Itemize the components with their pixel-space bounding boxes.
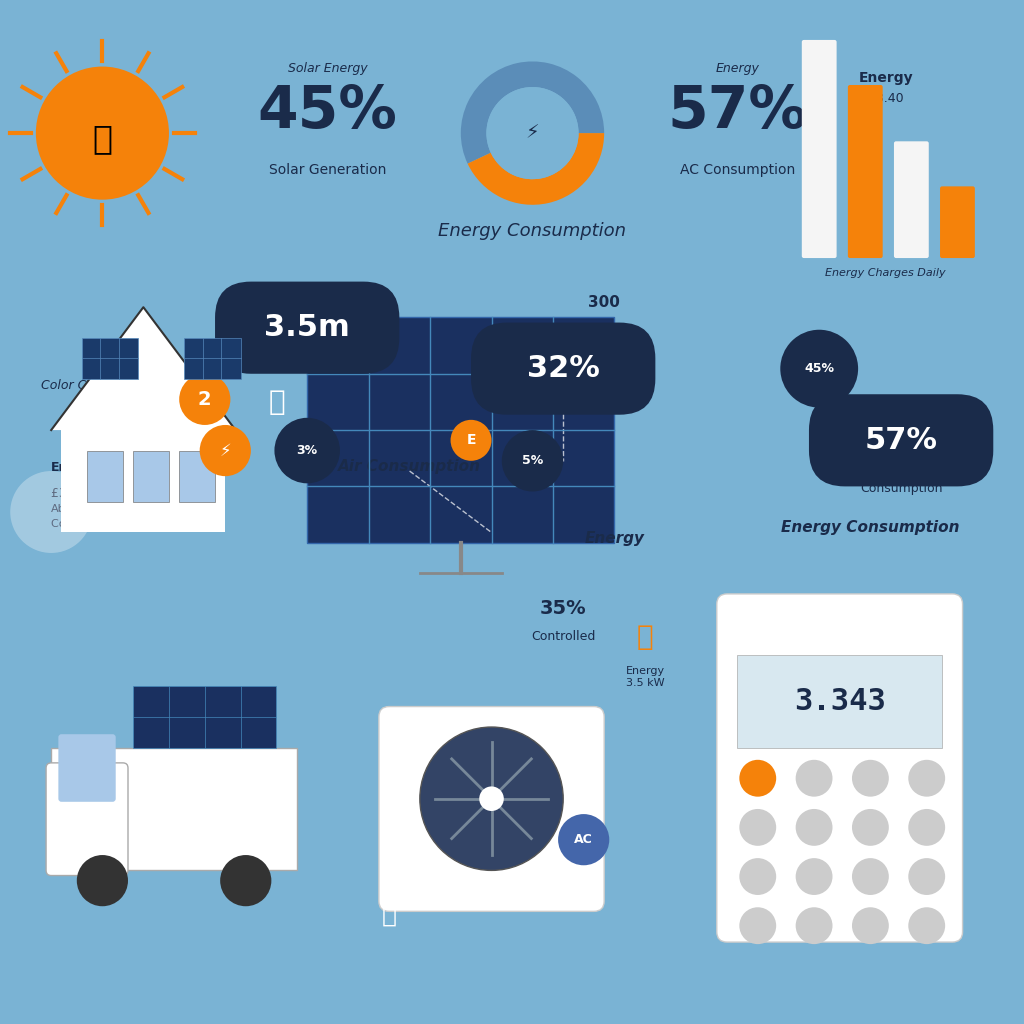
- FancyBboxPatch shape: [848, 85, 883, 258]
- Circle shape: [780, 330, 858, 408]
- Circle shape: [852, 809, 889, 846]
- Circle shape: [908, 858, 945, 895]
- Wedge shape: [468, 133, 604, 205]
- Text: Energy
Consumption: Energy Consumption: [860, 467, 942, 495]
- FancyBboxPatch shape: [379, 707, 604, 911]
- Text: Energy Consumption: Energy Consumption: [438, 221, 627, 240]
- Circle shape: [739, 858, 776, 895]
- Text: Energy Charges Daily: Energy Charges Daily: [825, 268, 946, 279]
- Circle shape: [908, 907, 945, 944]
- Text: ⚡: ⚡: [219, 441, 231, 460]
- FancyBboxPatch shape: [940, 186, 975, 258]
- Text: Absolute: Absolute: [51, 504, 99, 514]
- Text: 2: 2: [198, 390, 212, 409]
- Text: AC: AC: [574, 834, 593, 846]
- FancyBboxPatch shape: [179, 451, 215, 502]
- Text: £3 Daily: £3 Daily: [51, 486, 102, 500]
- FancyBboxPatch shape: [717, 594, 963, 942]
- FancyBboxPatch shape: [61, 430, 225, 532]
- FancyBboxPatch shape: [58, 734, 116, 802]
- FancyBboxPatch shape: [133, 451, 169, 502]
- Circle shape: [852, 907, 889, 944]
- FancyBboxPatch shape: [87, 451, 123, 502]
- Text: ⚡: ⚡: [525, 124, 540, 142]
- Text: 3.5m: 3.5m: [264, 313, 350, 342]
- FancyBboxPatch shape: [809, 394, 993, 486]
- FancyBboxPatch shape: [51, 748, 297, 870]
- FancyBboxPatch shape: [82, 338, 138, 379]
- Circle shape: [502, 430, 563, 492]
- Text: 🌡: 🌡: [637, 624, 653, 651]
- Circle shape: [852, 760, 889, 797]
- Text: 🚶: 🚶: [268, 388, 285, 416]
- FancyBboxPatch shape: [307, 317, 614, 543]
- Circle shape: [220, 855, 271, 906]
- Circle shape: [10, 471, 92, 553]
- Text: AC Consumption: AC Consumption: [680, 163, 795, 177]
- Text: Energy: Energy: [858, 71, 913, 85]
- Text: Color Coding: Color Coding: [41, 379, 121, 392]
- Text: 3%: 3%: [297, 444, 317, 457]
- FancyBboxPatch shape: [46, 763, 128, 876]
- Circle shape: [200, 425, 251, 476]
- Text: 35%: 35%: [540, 599, 587, 618]
- Text: Energy: Energy: [716, 61, 759, 75]
- Circle shape: [852, 858, 889, 895]
- Circle shape: [274, 418, 340, 483]
- Circle shape: [739, 809, 776, 846]
- Text: 300: 300: [588, 295, 621, 310]
- Circle shape: [796, 809, 833, 846]
- FancyBboxPatch shape: [737, 655, 942, 748]
- Circle shape: [796, 858, 833, 895]
- Text: 3.343: 3.343: [794, 687, 886, 716]
- Text: 32%: 32%: [526, 354, 600, 383]
- Circle shape: [558, 814, 609, 865]
- Circle shape: [77, 855, 128, 906]
- Circle shape: [179, 374, 230, 425]
- Text: Energy Consumption: Energy Consumption: [781, 520, 959, 536]
- Circle shape: [908, 809, 945, 846]
- FancyBboxPatch shape: [184, 338, 241, 379]
- Wedge shape: [461, 61, 604, 164]
- Circle shape: [796, 760, 833, 797]
- Circle shape: [908, 760, 945, 797]
- Circle shape: [486, 87, 579, 179]
- Text: 45%: 45%: [258, 83, 397, 140]
- Text: Air Consumption: Air Consumption: [338, 459, 481, 474]
- Text: Cost Change: Cost Change: [51, 519, 122, 529]
- Text: Solar Generation: Solar Generation: [269, 163, 386, 177]
- FancyBboxPatch shape: [133, 686, 276, 748]
- FancyBboxPatch shape: [802, 40, 837, 258]
- Circle shape: [36, 67, 169, 200]
- Text: 57%: 57%: [668, 83, 807, 140]
- Text: Energy: Energy: [51, 461, 100, 474]
- Circle shape: [796, 907, 833, 944]
- Text: 💡: 💡: [92, 122, 113, 155]
- Text: Solar Energy: Solar Energy: [288, 61, 368, 75]
- Circle shape: [739, 907, 776, 944]
- Polygon shape: [51, 307, 236, 430]
- Text: 45%: 45%: [804, 362, 835, 375]
- Circle shape: [479, 786, 504, 811]
- Text: Energy
3.5 kW: Energy 3.5 kW: [626, 667, 665, 688]
- Text: Controlled: Controlled: [531, 630, 595, 643]
- Text: Energy: Energy: [585, 530, 644, 546]
- Circle shape: [451, 420, 492, 461]
- Text: 5%: 5%: [522, 455, 543, 467]
- Text: £3.40: £3.40: [868, 92, 903, 105]
- FancyBboxPatch shape: [215, 282, 399, 374]
- FancyBboxPatch shape: [894, 141, 929, 258]
- Circle shape: [739, 760, 776, 797]
- Circle shape: [420, 727, 563, 870]
- Text: Watt/h: Watt/h: [586, 325, 623, 335]
- Text: ❄: ❄: [822, 418, 857, 460]
- Text: E: E: [466, 433, 476, 447]
- FancyBboxPatch shape: [471, 323, 655, 415]
- Text: 57%: 57%: [864, 426, 938, 455]
- Text: 🚶: 🚶: [382, 902, 396, 927]
